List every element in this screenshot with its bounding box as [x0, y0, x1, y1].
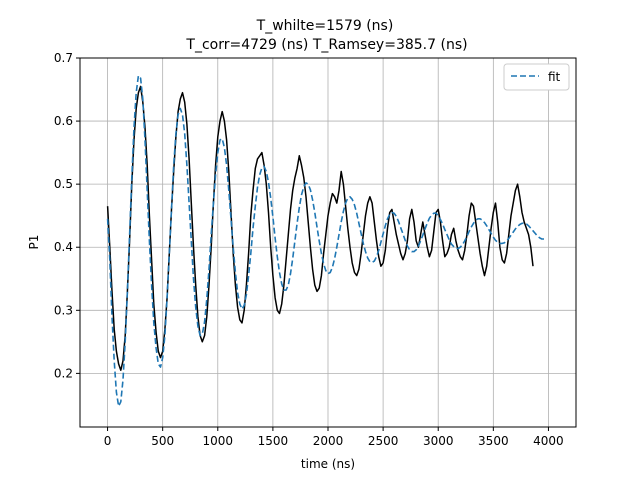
- y-tick-label: 0.4: [54, 240, 73, 254]
- legend-box: [503, 63, 570, 91]
- legend-fit-label: fit: [548, 70, 561, 84]
- x-tick-label: 2000: [313, 434, 344, 448]
- x-tick-label: 1500: [258, 434, 289, 448]
- y-tick-label: 0.6: [54, 114, 73, 128]
- x-tick-label: 3500: [478, 434, 509, 448]
- y-axis-label: P1: [27, 235, 41, 250]
- legend: fit: [503, 63, 570, 91]
- y-tick-label: 0.2: [54, 366, 73, 380]
- x-tick-label: 3000: [423, 434, 454, 448]
- plot-area: [106, 74, 544, 408]
- x-tick-label: 4000: [533, 434, 564, 448]
- y-tick-label: 0.3: [54, 303, 73, 317]
- series-line-data: [106, 85, 534, 371]
- y-tick-label: 0.5: [54, 177, 73, 191]
- chart-title-line-1: T_whilte=1579 (ns): [256, 18, 394, 34]
- x-tick-label: 2500: [368, 434, 399, 448]
- y-tick-label: 0.7: [54, 51, 73, 65]
- x-tick-label: 0: [104, 434, 112, 448]
- chart-title-line-2: T_corr=4729 (ns) T_Ramsey=385.7 (ns): [185, 37, 467, 53]
- x-axis-label: time (ns): [301, 457, 355, 471]
- series-line-fit: [106, 74, 544, 408]
- x-tick-label: 500: [151, 434, 174, 448]
- axis-ticks: 0 500 1000 1500 2000 2500 3000 3500 4000 0.2 0.3 0.…: [54, 51, 564, 448]
- x-tick-label: 1000: [203, 434, 234, 448]
